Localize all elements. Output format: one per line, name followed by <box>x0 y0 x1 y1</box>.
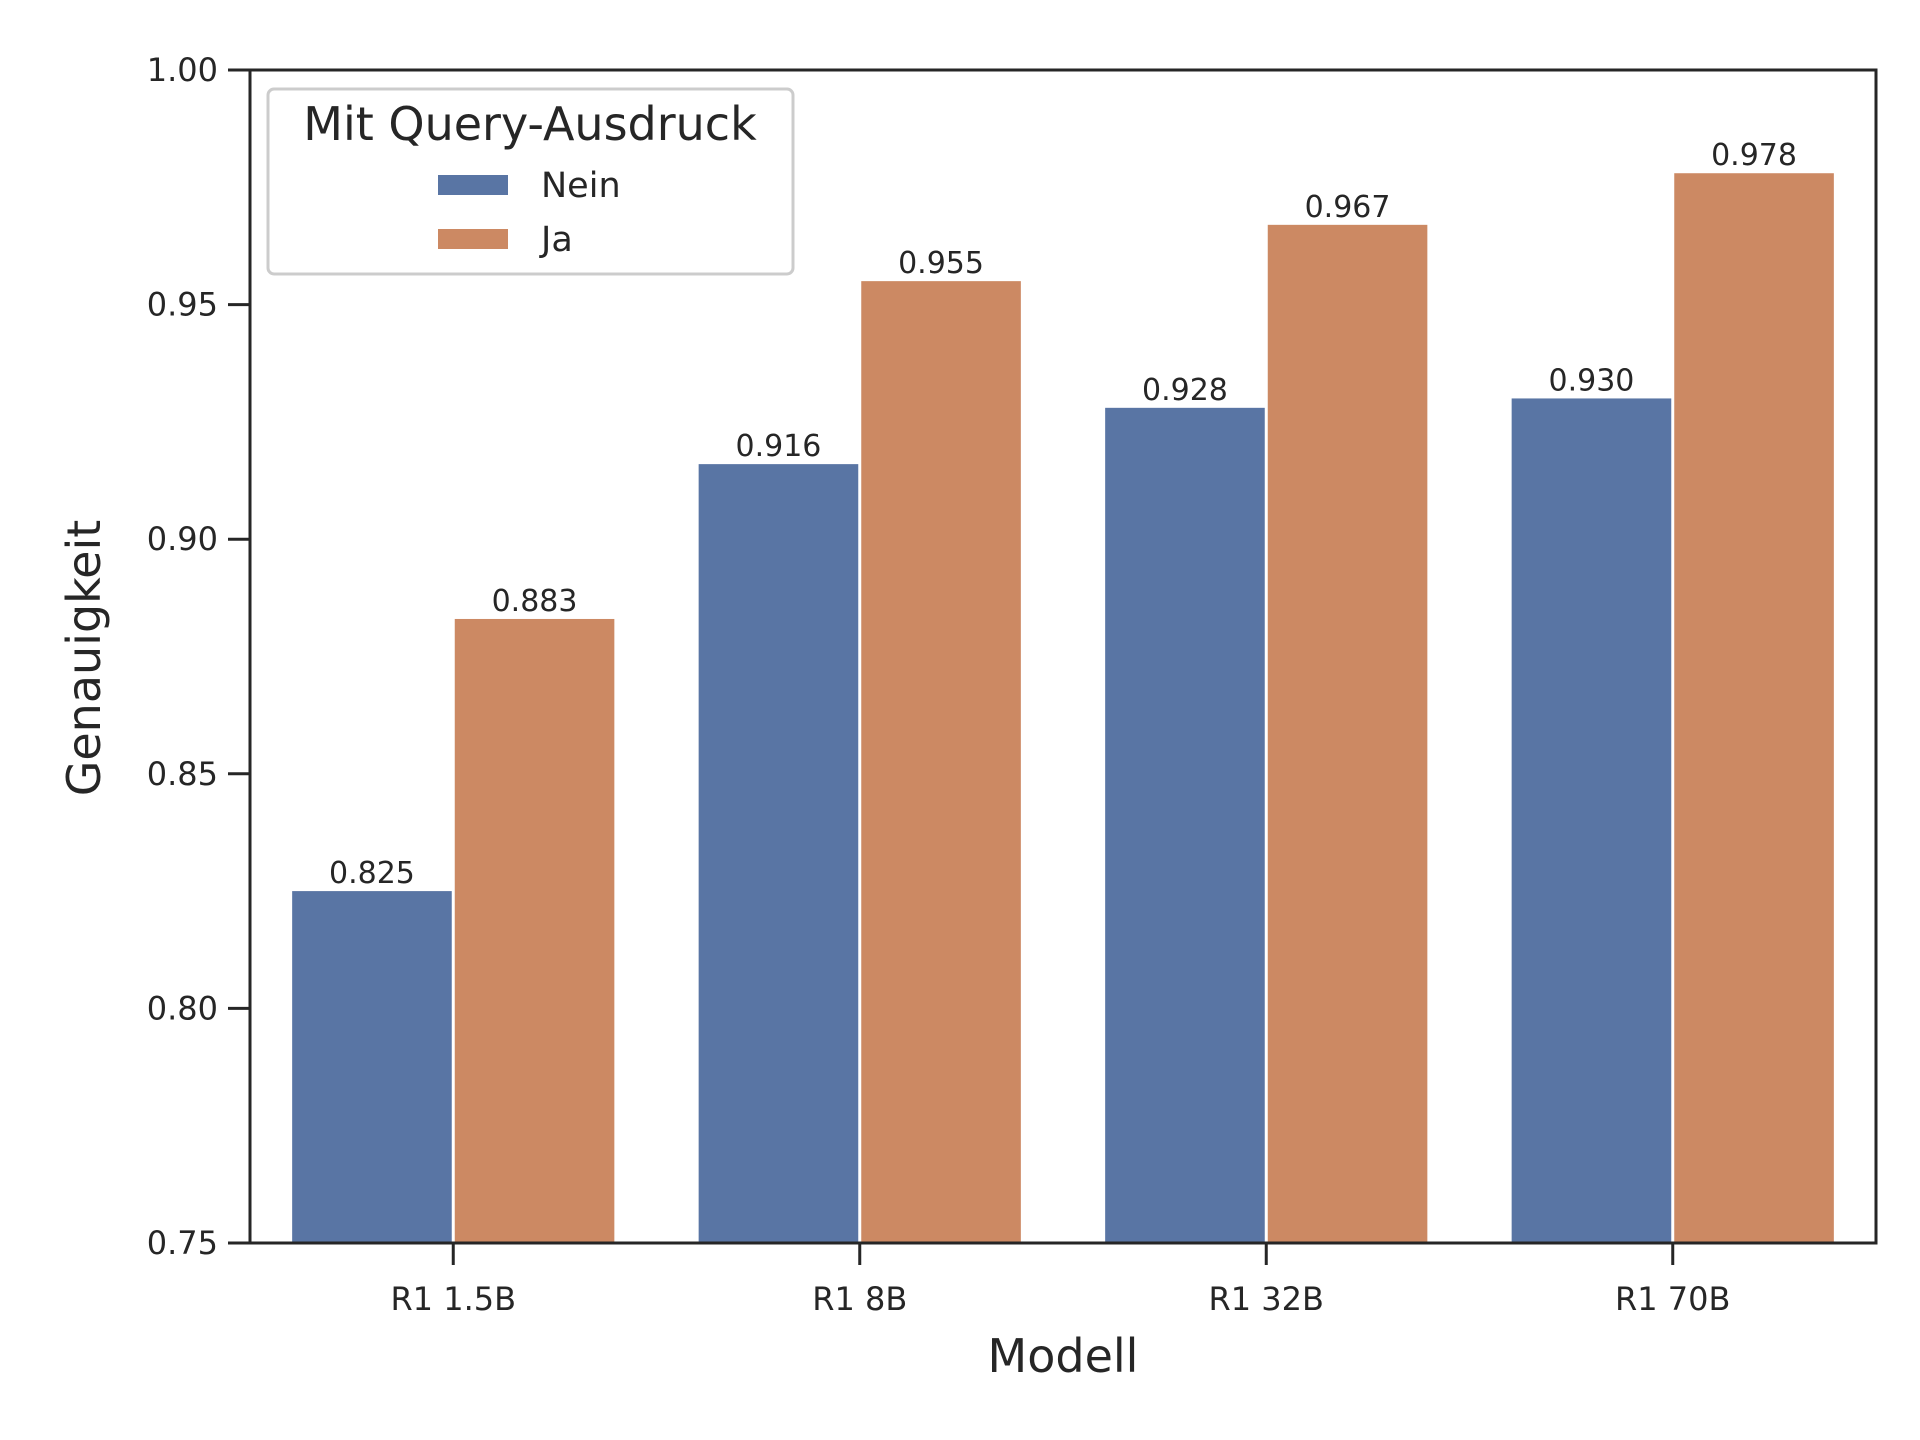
x-axis: R1 1.5B R1 8B R1 32B R1 70B <box>390 1243 1730 1318</box>
bar-nein-4 <box>1511 398 1672 1243</box>
legend-label-ja: Ja <box>539 220 573 260</box>
bar-value-label: 0.967 <box>1305 190 1391 225</box>
y-tick-label: 1.00 <box>147 51 218 89</box>
bar-ja-3 <box>1267 224 1428 1243</box>
x-axis-title: Modell <box>988 1329 1139 1383</box>
bar-value-label: 0.883 <box>492 584 578 619</box>
y-tick-label: 0.90 <box>147 520 218 558</box>
bar-ja-2 <box>861 281 1021 1243</box>
legend-title: Mit Query-Ausdruck <box>303 97 757 151</box>
y-tick-label: 0.80 <box>147 989 218 1027</box>
bar-nein-3 <box>1105 407 1265 1244</box>
bar-value-label: 0.930 <box>1549 363 1635 398</box>
bar-value-label: 0.928 <box>1142 373 1228 408</box>
y-tick-label: 0.75 <box>147 1224 218 1262</box>
x-tick-label: R1 1.5B <box>390 1280 516 1318</box>
y-tick-label: 0.95 <box>147 286 218 324</box>
x-tick-label: R1 8B <box>812 1280 907 1318</box>
bar-ja-1 <box>454 618 615 1243</box>
x-tick-label: R1 32B <box>1209 1280 1324 1318</box>
bar-nein-2 <box>698 464 859 1243</box>
legend-label-nein: Nein <box>541 166 621 206</box>
bar-value-label: 0.825 <box>329 856 415 891</box>
legend-box <box>266 87 795 276</box>
bar-labels-group: 0.825 0.916 0.928 0.930 0.883 0.955 0.967 0.978 <box>329 138 1797 891</box>
y-axis: 0.75 0.80 0.85 0.90 0.95 1.00 <box>147 51 250 1262</box>
plot-frame <box>248 68 1878 1245</box>
legend: Mit Query-Ausdruck Nein Ja <box>266 87 795 276</box>
x-tick-label: R1 70B <box>1615 1280 1730 1318</box>
y-tick-label: 0.85 <box>147 755 218 793</box>
bar-value-label: 0.916 <box>736 429 822 464</box>
y-axis-title: Genauigkeit <box>57 520 111 797</box>
bar-nein-1 <box>292 891 452 1243</box>
legend-swatch-nein <box>438 175 508 195</box>
bar-value-label: 0.955 <box>898 246 984 281</box>
bars-group <box>292 173 1834 1244</box>
bar-ja-4 <box>1674 173 1834 1243</box>
bar-value-label: 0.978 <box>1711 138 1797 173</box>
legend-swatch-ja <box>438 229 508 249</box>
